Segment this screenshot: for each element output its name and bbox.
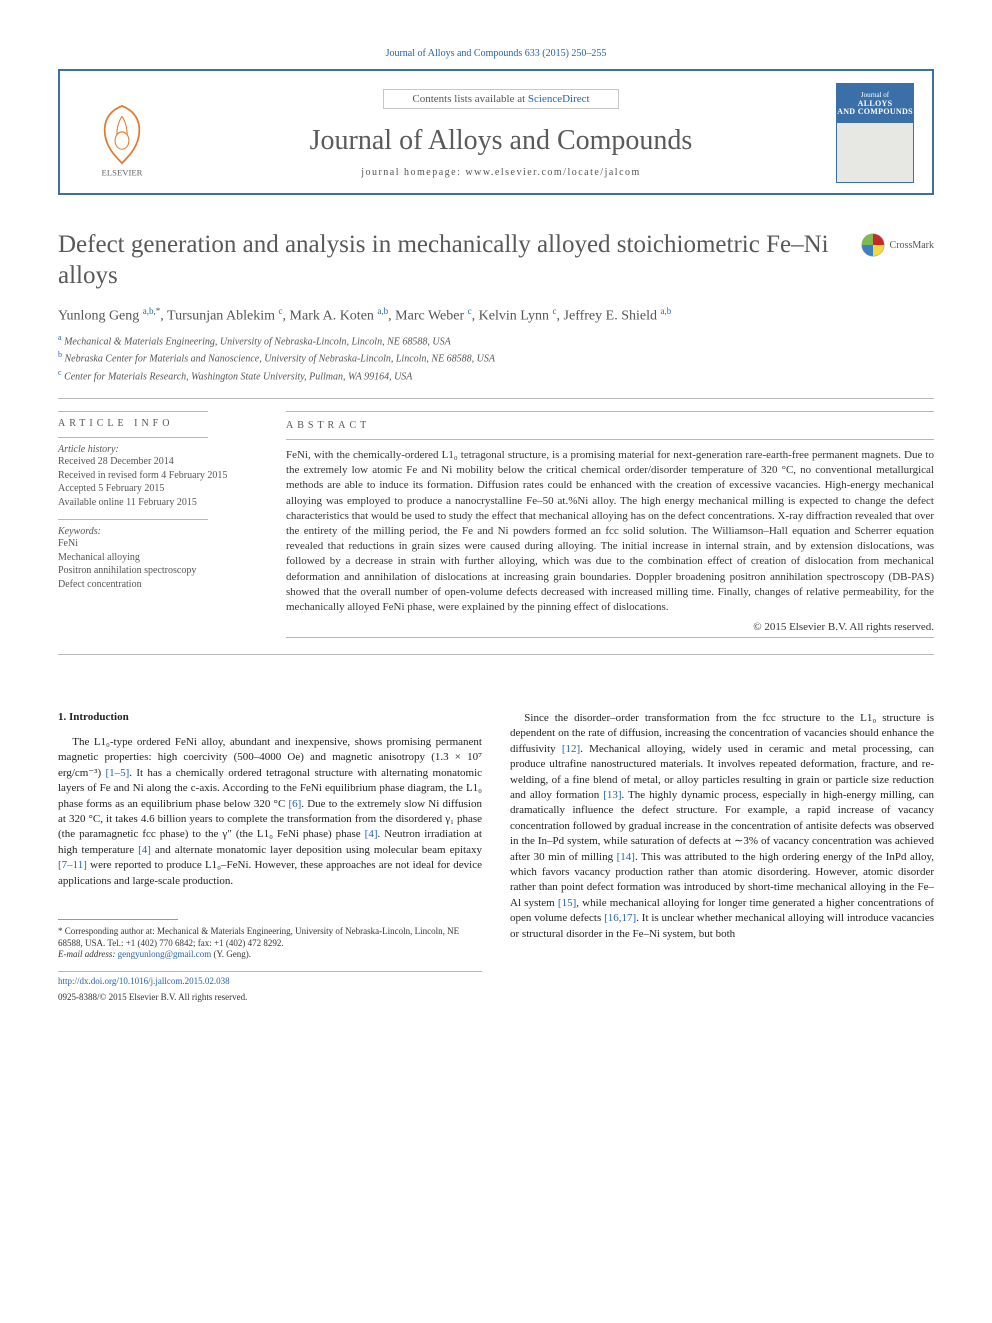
abstract-heading: ABSTRACT [286,420,934,431]
footer-copyright: 0925-8388/© 2015 Elsevier B.V. All right… [58,992,482,1004]
article-body: 1. Introduction The L1₀-type ordered FeN… [58,711,934,1003]
crossmark-icon [861,233,885,257]
abstract-text: FeNi, with the chemically-ordered L1₀ te… [286,448,934,615]
header-citation: Journal of Alloys and Compounds 633 (201… [58,48,934,59]
doi-line: http://dx.doi.org/10.1016/j.jallcom.2015… [58,976,482,988]
article-info-column: ARTICLE INFO Article history: Received 2… [58,407,258,646]
keywords-list: FeNiMechanical alloyingPositron annihila… [58,537,258,591]
body-column-1: The L1₀-type ordered FeNi alloy, abundan… [58,735,482,889]
email-footnote: E-mail address: gengyunlong@gmail.com (Y… [58,949,482,961]
abstract-copyright: © 2015 Elsevier B.V. All rights reserved… [286,621,934,633]
author-email-link[interactable]: gengyunlong@gmail.com [118,949,212,959]
footnote-separator [58,919,178,920]
article-history: Received 28 December 2014Received in rev… [58,455,258,509]
keywords-label: Keywords: [58,526,258,537]
doi-link[interactable]: http://dx.doi.org/10.1016/j.jallcom.2015… [58,976,230,986]
crossmark-badge[interactable]: CrossMark [861,233,934,257]
publisher-logo: ELSEVIER [78,89,166,177]
sciencedirect-link[interactable]: ScienceDirect [528,93,590,105]
article-info-heading: ARTICLE INFO [58,418,258,429]
article-history-label: Article history: [58,444,258,455]
journal-homepage[interactable]: journal homepage: www.elsevier.com/locat… [166,167,836,178]
affiliations: a Mechanical & Materials Engineering, Un… [58,332,934,384]
article-title: Defect generation and analysis in mechan… [58,229,849,292]
divider [58,654,934,655]
journal-title: Journal of Alloys and Compounds [166,125,836,157]
svg-text:ELSEVIER: ELSEVIER [102,167,143,177]
contents-available: Contents lists available at ScienceDirec… [383,89,618,109]
corresponding-author-footnote: * Corresponding author at: Mechanical & … [58,926,482,949]
body-column-2: Since the disorder–order transformation … [510,711,934,942]
journal-masthead: ELSEVIER Contents lists available at Sci… [58,69,934,195]
author-list: Yunlong Geng a,b,*, Tursunjan Ablekim c,… [58,306,934,325]
crossmark-label: CrossMark [890,240,934,251]
journal-cover-thumb: Journal of ALLOYS AND COMPOUNDS [836,83,914,183]
footer-divider [58,971,482,972]
divider [58,398,934,399]
abstract-column: ABSTRACT FeNi, with the chemically-order… [286,407,934,646]
section-heading-intro: 1. Introduction [58,711,482,723]
